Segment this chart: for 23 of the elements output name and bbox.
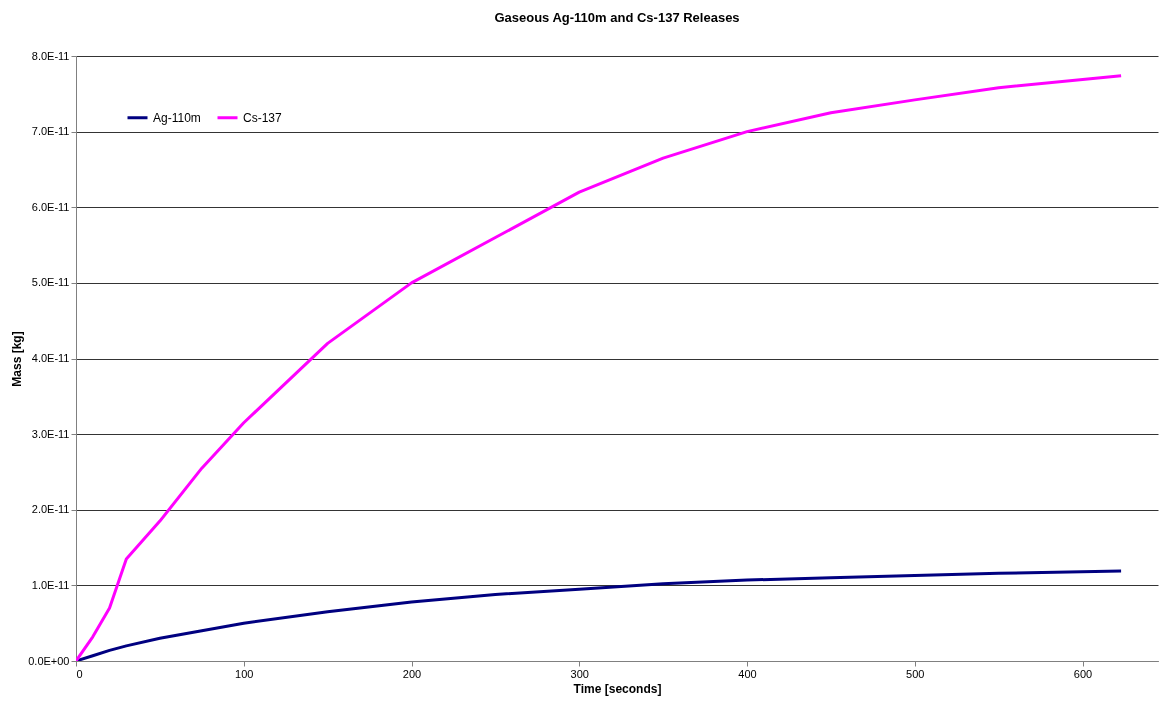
y-tick-label: 2.0E-11 bbox=[31, 503, 70, 516]
y-tick-label: 5.0E-11 bbox=[31, 276, 70, 289]
x-tick-label: 0 bbox=[76, 667, 83, 680]
y-tick-label: 0.0E+00 bbox=[28, 654, 70, 667]
x-tick-label: 500 bbox=[906, 667, 925, 680]
x-tick-label: 100 bbox=[235, 667, 254, 680]
y-tick-label: 1.0E-11 bbox=[31, 578, 70, 591]
x-tick-label: 200 bbox=[402, 667, 422, 680]
x-tick-label: 600 bbox=[1073, 667, 1093, 680]
legend-label: Ag-110m bbox=[153, 110, 201, 125]
y-tick-label: 7.0E-11 bbox=[31, 125, 70, 138]
y-tick-label: 3.0E-11 bbox=[31, 427, 70, 440]
x-tick-label: 400 bbox=[738, 667, 757, 680]
line-series bbox=[76, 74, 1123, 661]
y-tick-label: 8.0E-11 bbox=[31, 49, 70, 62]
x-tick-label: 300 bbox=[570, 667, 589, 680]
y-axis-title: Mass [kg] bbox=[10, 331, 25, 387]
y-tick-label: 4.0E-11 bbox=[31, 352, 70, 364]
chart-title: Gaseous Ag-110m and Cs-137 Releases bbox=[494, 10, 740, 25]
y-tick-label: 6.0E-11 bbox=[31, 200, 70, 213]
line-series bbox=[76, 569, 1123, 661]
x-axis-title: Time [seconds] bbox=[573, 681, 662, 696]
legend-label: Cs-137 bbox=[243, 110, 283, 125]
